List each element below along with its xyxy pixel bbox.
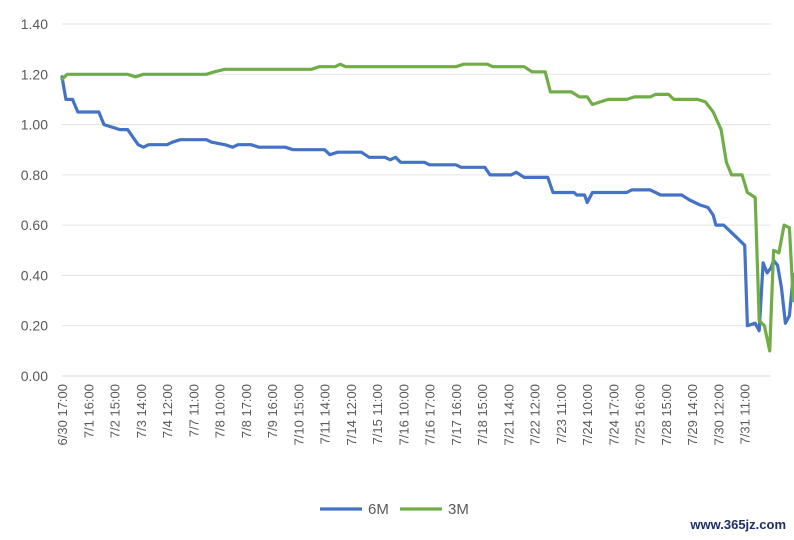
x-tick-label: 7/24 17:00 xyxy=(606,384,621,445)
x-tick-label: 7/3 14:00 xyxy=(134,384,149,438)
watermark-text: www.365jz.com xyxy=(689,517,786,532)
y-tick-label: 0.80 xyxy=(21,167,48,183)
x-tick-label: 7/28 15:00 xyxy=(659,384,674,445)
x-tick-label: 7/11 14:00 xyxy=(318,384,333,444)
x-tick-label: 7/31 11:00 xyxy=(738,384,753,444)
series-line-3m xyxy=(60,62,794,353)
x-tick-label: 7/4 12:00 xyxy=(160,384,175,438)
x-tick-label: 7/15 11:00 xyxy=(370,384,385,444)
x-tick-label: 7/24 10:00 xyxy=(580,384,595,445)
x-tick-label: 7/29 14:00 xyxy=(685,384,700,445)
y-tick-label: 1.40 xyxy=(21,16,48,32)
y-tick-label: 1.20 xyxy=(21,66,48,82)
x-tick-label: 7/7 11:00 xyxy=(186,384,201,437)
x-tick-label: 7/8 10:00 xyxy=(213,384,228,438)
x-tick-label: 7/25 16:00 xyxy=(633,384,648,445)
x-tick-label: 7/8 17:00 xyxy=(239,384,254,438)
y-tick-label: 0.20 xyxy=(21,318,48,334)
y-tick-label: 0.00 xyxy=(21,368,48,384)
legend-label-6m: 6M xyxy=(368,501,389,518)
x-axis-ticks: 6/30 17:00 7/1 16:00 7/2 15:00 7/3 14:00 7/4… xyxy=(55,384,753,445)
x-tick-label: 7/16 17:00 xyxy=(423,384,438,445)
x-tick-label: 7/23 11:00 xyxy=(554,384,569,444)
y-tick-label: 0.60 xyxy=(21,217,48,233)
x-tick-label: 7/16 10:00 xyxy=(396,384,411,445)
legend: 6M 3M xyxy=(320,501,469,518)
x-tick-label: 7/17 16:00 xyxy=(449,384,464,445)
x-tick-label: 7/22 12:00 xyxy=(528,384,543,445)
gridlines xyxy=(62,23,771,377)
legend-label-3m: 3M xyxy=(448,501,469,518)
x-tick-label: 7/9 16:00 xyxy=(265,384,280,438)
series-lines xyxy=(60,62,794,353)
x-tick-label: 7/18 15:00 xyxy=(475,384,490,445)
x-tick-label: 7/1 16:00 xyxy=(81,384,96,438)
x-tick-label: 7/14 12:00 xyxy=(344,384,359,445)
y-tick-label: 1.00 xyxy=(21,117,48,133)
x-tick-label: 7/30 12:00 xyxy=(711,384,726,445)
x-tick-label: 7/21 14:00 xyxy=(501,384,516,445)
y-tick-label: 0.40 xyxy=(21,267,48,283)
x-tick-label: 6/30 17:00 xyxy=(55,384,70,445)
series-line-6m xyxy=(60,75,794,333)
y-axis-ticks: 0.00 0.20 0.40 0.60 0.80 1.00 1.20 1.40 xyxy=(21,16,48,384)
x-tick-label: 7/10 15:00 xyxy=(291,384,306,445)
x-tick-label: 7/2 15:00 xyxy=(108,384,123,438)
